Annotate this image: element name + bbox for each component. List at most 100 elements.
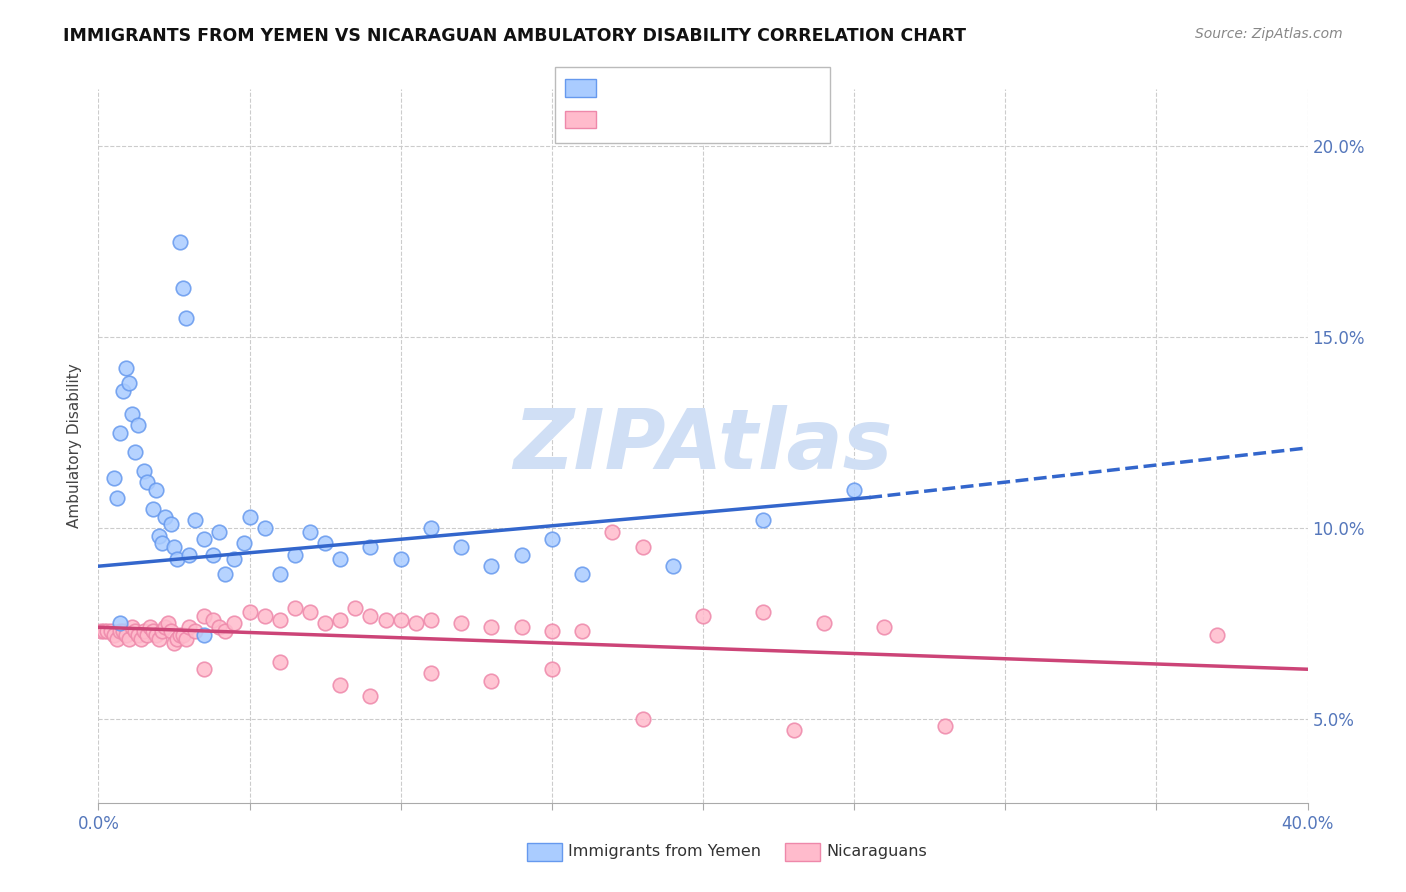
Point	[193, 608, 215, 623]
Point	[160, 624, 183, 638]
Point	[108, 616, 131, 631]
Point	[481, 559, 503, 574]
Point	[103, 471, 125, 485]
Point	[105, 491, 128, 505]
Point	[142, 502, 165, 516]
Point	[150, 536, 173, 550]
Point	[214, 566, 236, 581]
Point	[752, 605, 775, 619]
Point	[269, 566, 291, 581]
Text: Source: ZipAtlas.com: Source: ZipAtlas.com	[1195, 27, 1343, 41]
Point	[783, 723, 806, 738]
Point	[1206, 628, 1229, 642]
Point	[314, 616, 336, 631]
Point	[450, 540, 472, 554]
Point	[153, 620, 176, 634]
Point	[124, 444, 146, 458]
Point	[389, 613, 412, 627]
Point	[184, 624, 207, 638]
Point	[148, 529, 170, 543]
Point	[174, 632, 197, 646]
Point	[510, 548, 533, 562]
Point	[150, 624, 173, 638]
Point	[121, 407, 143, 421]
Point	[360, 608, 382, 623]
Point	[873, 620, 896, 634]
Y-axis label: Ambulatory Disability: Ambulatory Disability	[67, 364, 83, 528]
Point	[108, 425, 131, 440]
Point	[284, 601, 307, 615]
Point	[299, 605, 322, 619]
Point	[232, 536, 254, 550]
Point	[139, 620, 162, 634]
Point	[163, 635, 186, 649]
Text: 0.133: 0.133	[647, 78, 699, 96]
Point	[184, 513, 207, 527]
Point	[510, 620, 533, 634]
Point	[329, 677, 352, 691]
Point	[156, 616, 179, 631]
Point	[631, 540, 654, 554]
Point	[631, 712, 654, 726]
Point	[420, 613, 443, 627]
Point	[661, 559, 683, 574]
Point	[284, 548, 307, 562]
Point	[100, 624, 122, 638]
Point	[481, 620, 503, 634]
Point	[118, 376, 141, 390]
Point	[224, 551, 246, 566]
Point	[481, 673, 503, 688]
Point	[239, 509, 262, 524]
Text: Nicaraguans: Nicaraguans	[827, 845, 928, 859]
Point	[450, 616, 472, 631]
Point	[202, 548, 225, 562]
Point	[114, 628, 136, 642]
Point	[108, 624, 131, 638]
Point	[208, 524, 231, 539]
Point	[299, 524, 322, 539]
Point	[571, 566, 593, 581]
Point	[253, 521, 276, 535]
Point	[420, 521, 443, 535]
Point	[179, 620, 201, 634]
Point	[934, 719, 956, 733]
Point	[329, 613, 352, 627]
Point	[111, 384, 134, 398]
Point	[314, 536, 336, 550]
Point	[132, 464, 155, 478]
Point	[163, 540, 186, 554]
Point	[103, 628, 125, 642]
Point	[360, 540, 382, 554]
Point	[224, 616, 246, 631]
Text: IMMIGRANTS FROM YEMEN VS NICARAGUAN AMBULATORY DISABILITY CORRELATION CHART: IMMIGRANTS FROM YEMEN VS NICARAGUAN AMBU…	[63, 27, 966, 45]
Point	[253, 608, 276, 623]
Point	[111, 624, 134, 638]
Point	[135, 475, 157, 490]
Point	[96, 624, 118, 638]
Point	[105, 632, 128, 646]
Point	[269, 655, 291, 669]
Point	[214, 624, 236, 638]
Point	[692, 608, 714, 623]
Text: R =: R =	[602, 110, 638, 128]
Point	[571, 624, 593, 638]
Point	[172, 628, 194, 642]
Point	[153, 509, 176, 524]
Point	[93, 624, 115, 638]
Text: Immigrants from Yemen: Immigrants from Yemen	[568, 845, 761, 859]
Point	[172, 280, 194, 294]
Point	[124, 624, 146, 638]
Point	[179, 548, 201, 562]
Point	[127, 417, 149, 432]
Point	[127, 628, 149, 642]
Point	[202, 613, 225, 627]
Point	[129, 632, 152, 646]
Point	[374, 613, 396, 627]
Point	[844, 483, 866, 497]
Point	[420, 666, 443, 681]
Point	[166, 551, 188, 566]
Point	[360, 689, 382, 703]
Text: N = 50: N = 50	[710, 78, 772, 96]
Point	[193, 662, 215, 676]
Text: N = 69: N = 69	[710, 110, 772, 128]
